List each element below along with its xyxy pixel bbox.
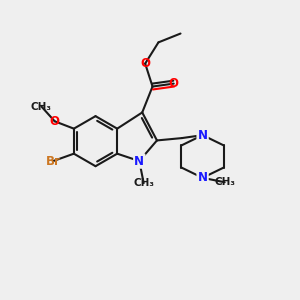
Text: CH₃: CH₃ — [31, 102, 52, 112]
Text: N: N — [198, 171, 208, 184]
Text: CH₃: CH₃ — [133, 178, 154, 188]
Text: Br: Br — [46, 154, 61, 167]
Text: O: O — [169, 77, 179, 90]
Text: N: N — [198, 129, 208, 142]
Text: N: N — [134, 154, 144, 167]
Text: O: O — [50, 115, 60, 128]
Text: CH₃: CH₃ — [214, 177, 235, 187]
Text: O: O — [140, 57, 150, 70]
